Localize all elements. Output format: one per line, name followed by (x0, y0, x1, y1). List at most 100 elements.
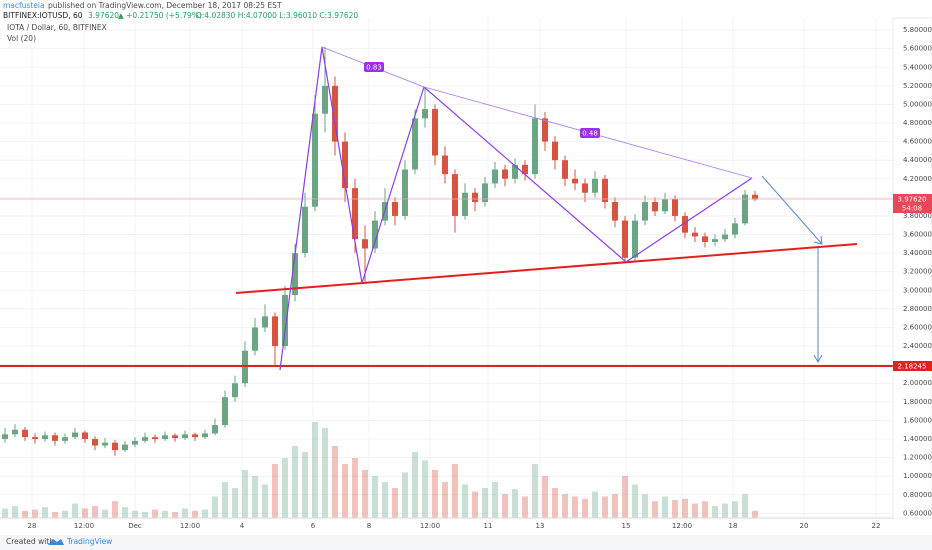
countdown-tag (893, 204, 932, 213)
candle-body (352, 188, 358, 240)
candle-body (722, 234, 728, 240)
volume-bar (412, 452, 418, 518)
volume-bar (502, 494, 508, 518)
x-tick-label: 13 (536, 522, 545, 530)
candle-body (22, 429, 28, 438)
y-tick-label: 1.80000 (903, 398, 932, 406)
volume-bar (142, 512, 148, 518)
candle-body (672, 199, 678, 216)
candle-body (192, 434, 198, 438)
x-tick-label: 12:00 (420, 522, 440, 530)
y-tick-label: 0.60000 (903, 509, 932, 517)
x-tick-label: 12:00 (180, 522, 200, 530)
volume-bar (442, 482, 448, 518)
candle-body (652, 202, 658, 212)
volume-bar (752, 510, 758, 518)
candle-body (692, 232, 698, 237)
y-tick-label: 5.80000 (903, 26, 932, 34)
candle-body (522, 164, 528, 175)
volume-bar (22, 510, 28, 518)
candle-body (282, 294, 288, 347)
volume-bar (572, 496, 578, 518)
candle-body (112, 442, 118, 451)
candle-body (122, 444, 128, 451)
volume-bar (652, 501, 658, 518)
candle-body (712, 239, 718, 242)
candle-body (42, 435, 48, 440)
volume-bar (132, 510, 138, 518)
y-tick-label: 5.60000 (903, 45, 932, 53)
ratio-label: 0.48 (582, 130, 598, 138)
volume-bar (542, 476, 548, 518)
candle-body (32, 437, 38, 440)
volume-bar (492, 482, 498, 518)
x-tick-label: 22 (872, 522, 881, 530)
y-tick-label: 3.60000 (903, 231, 932, 239)
volume-bar (292, 446, 298, 518)
volume-bar (2, 508, 8, 518)
indicator: Vol (20) (7, 34, 36, 43)
footer-bar (0, 535, 932, 550)
author[interactable]: macfustela (3, 1, 45, 10)
candle-body (182, 434, 188, 439)
volume-bar (352, 458, 358, 518)
candle-body (622, 220, 628, 258)
y-tick-label: 1.40000 (903, 435, 932, 443)
candle-body (642, 202, 648, 221)
volume-bar (642, 494, 648, 518)
volume-bar (122, 507, 128, 518)
y-tick-label: 1.00000 (903, 472, 932, 480)
x-tick-label: 6 (311, 522, 316, 530)
candle-body (422, 109, 428, 119)
candle-body (322, 85, 328, 114)
candle-body (272, 316, 278, 347)
published: published on TradingView.com, December 1… (48, 1, 282, 10)
volume-bar (262, 484, 268, 518)
candle-body (752, 194, 758, 200)
volume-bar (482, 488, 488, 518)
candle-body (732, 223, 738, 235)
logo (48, 539, 64, 545)
volume-bar (662, 496, 668, 518)
ratio-box (580, 128, 600, 138)
candle-body (102, 442, 108, 446)
volume-bar (272, 464, 278, 518)
volume-bar (212, 496, 218, 518)
trend-line (235, 243, 858, 294)
volume-bar (392, 488, 398, 518)
price-tag-label: 3.97620 (898, 196, 927, 204)
candle-body (552, 141, 558, 161)
y-tick-label: 3.40000 (903, 249, 932, 257)
volume-bar (82, 508, 88, 518)
candle-body (342, 141, 348, 189)
candle-body (232, 383, 238, 398)
ratio-label: 0.83 (366, 64, 382, 72)
volume-bar (332, 446, 338, 518)
last-price: 3.97620 (88, 11, 119, 20)
brand[interactable]: TradingView (66, 537, 112, 546)
volume-bar (42, 507, 48, 518)
volume-bar (602, 496, 608, 518)
volume-bar (102, 509, 108, 518)
candle-body (392, 202, 398, 216)
y-tick-label: 4.80000 (903, 119, 932, 127)
candle-body (222, 397, 228, 426)
candle-body (462, 192, 468, 216)
candle-body (142, 437, 148, 441)
candle-body (402, 169, 408, 216)
volume-bar (422, 460, 428, 518)
candle-body (162, 435, 168, 440)
candle-body (612, 202, 618, 221)
created: Created with (6, 537, 54, 546)
forecast-arrows (761, 175, 823, 364)
y-tick-label: 3.00000 (903, 286, 932, 294)
candle-body (82, 432, 88, 440)
volume-bar (512, 489, 518, 518)
volume-bar (472, 491, 478, 518)
candle-body (412, 118, 418, 170)
candle-body (62, 437, 68, 441)
candle-body (572, 178, 578, 184)
volume-bar (622, 476, 628, 518)
candle-body (12, 429, 18, 435)
volume-bar (552, 488, 558, 518)
